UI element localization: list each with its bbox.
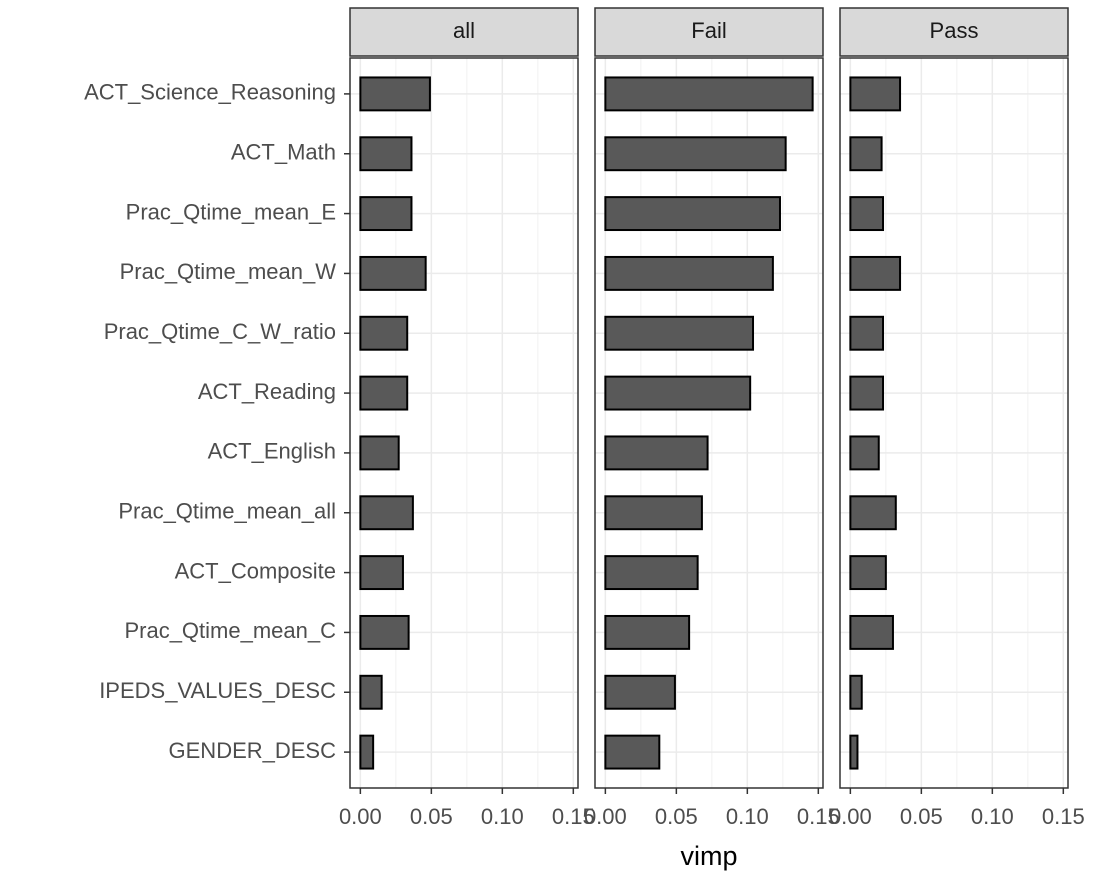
y-tick-label: Prac_Qtime_mean_E <box>126 199 336 224</box>
strip-label: Pass <box>930 18 979 43</box>
bar <box>849 196 885 232</box>
x-axis-label: vimp <box>680 841 737 871</box>
x-tick-label: 0.00 <box>339 804 382 829</box>
bar <box>604 674 676 710</box>
x-tick-label: 0.15 <box>797 804 840 829</box>
x-tick-label: 0.15 <box>1042 804 1085 829</box>
strip <box>349 7 579 57</box>
bar <box>849 555 887 591</box>
y-tick-label: Prac_Qtime_mean_W <box>120 259 337 284</box>
bar <box>359 315 409 351</box>
strip <box>594 7 824 57</box>
y-tick-label: ACT_Science_Reasoning <box>84 80 336 105</box>
bar <box>849 614 894 650</box>
x-tick-label: 0.05 <box>655 804 698 829</box>
bar <box>849 435 880 471</box>
bar <box>604 375 752 411</box>
bar <box>359 555 404 591</box>
strip-label: all <box>453 18 475 43</box>
bar <box>359 76 431 112</box>
strip <box>839 7 1069 57</box>
bar <box>604 255 774 291</box>
y-tick-label: Prac_Qtime_mean_C <box>124 618 336 643</box>
y-tick-label: IPEDS_VALUES_DESC <box>99 678 336 703</box>
bar <box>849 315 885 351</box>
bar <box>359 674 383 710</box>
x-tick-label: 0.05 <box>410 804 453 829</box>
bar <box>604 196 781 232</box>
bar <box>604 315 755 351</box>
bar <box>359 495 414 531</box>
panel-border <box>594 57 824 789</box>
bar <box>604 435 709 471</box>
bar <box>849 76 902 112</box>
bar <box>604 136 787 172</box>
bar <box>849 375 885 411</box>
bar <box>604 734 661 770</box>
strip-label: Fail <box>691 18 726 43</box>
bar <box>604 76 814 112</box>
panel-bg <box>595 58 823 788</box>
y-tick-label: Prac_Qtime_mean_all <box>118 499 336 524</box>
bar <box>359 136 413 172</box>
x-tick-label: 0.00 <box>584 804 627 829</box>
y-tick-label: ACT_Math <box>231 140 336 165</box>
x-tick-label: 0.10 <box>726 804 769 829</box>
bar <box>359 734 375 770</box>
bar <box>849 255 902 291</box>
y-tick-label: ACT_Reading <box>198 379 336 404</box>
bar <box>849 495 897 531</box>
bar <box>849 136 883 172</box>
x-tick-label: 0.10 <box>481 804 524 829</box>
bar <box>604 614 691 650</box>
x-tick-label: 0.15 <box>552 804 595 829</box>
panel-border <box>839 57 1069 789</box>
bar <box>604 555 699 591</box>
x-tick-label: 0.05 <box>900 804 943 829</box>
bar <box>604 495 703 531</box>
bar <box>359 435 400 471</box>
bar <box>359 255 427 291</box>
bar <box>359 375 409 411</box>
panel-border <box>349 57 579 789</box>
bar <box>849 674 863 710</box>
bar <box>359 196 413 232</box>
y-tick-label: GENDER_DESC <box>169 738 337 763</box>
bar <box>359 614 410 650</box>
bar <box>849 734 859 770</box>
panel-bg <box>350 58 578 788</box>
y-tick-label: ACT_English <box>208 439 336 464</box>
x-tick-label: 0.00 <box>829 804 872 829</box>
y-tick-label: ACT_Composite <box>175 558 336 583</box>
panel-bg <box>840 58 1068 788</box>
x-tick-label: 0.10 <box>971 804 1014 829</box>
y-tick-label: Prac_Qtime_C_W_ratio <box>104 319 336 344</box>
